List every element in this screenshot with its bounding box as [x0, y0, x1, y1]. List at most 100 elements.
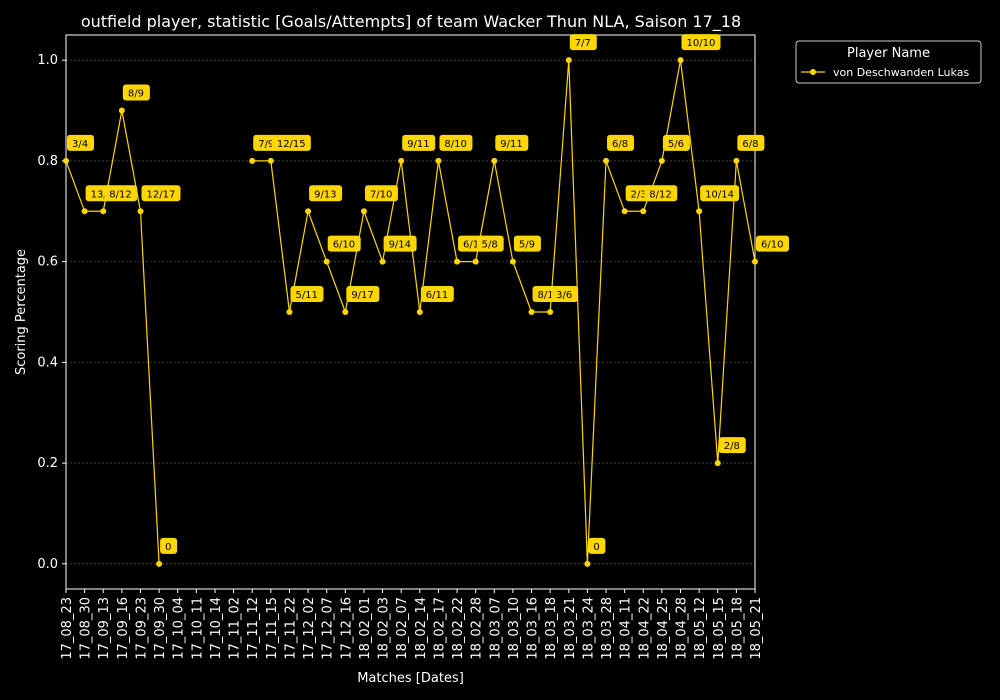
series-line [65, 110, 160, 564]
data-label-box [700, 185, 740, 202]
data-label-text: 9/14 [389, 240, 411, 251]
data-label-box [513, 235, 541, 252]
data-point [286, 309, 293, 315]
data-label-text: 3/4 [72, 139, 88, 150]
y-tick-label: 0.8 [37, 154, 58, 169]
data-label: 12/17 [141, 185, 181, 202]
data-label-box [569, 34, 597, 51]
data-point [156, 560, 163, 567]
data-point [733, 157, 740, 164]
data-point [63, 157, 69, 164]
x-tick-label: 18_02_14 [414, 597, 429, 660]
data-point [137, 208, 144, 215]
x-tick-label: 17_09_13 [97, 597, 112, 660]
x-tick-label: 18_05_15 [712, 597, 727, 660]
data-label-text: 2/3 [631, 189, 647, 200]
data-label-text: 9/11 [407, 139, 429, 150]
x-tick-label: 17_12_02 [302, 597, 317, 660]
data-point [640, 208, 647, 215]
data-label-text: 8/12 [649, 189, 671, 200]
x-tick-label: 17_11_12 [246, 597, 261, 660]
data-label-text: 8/9 [128, 89, 144, 100]
data-label: 8/9 [122, 84, 150, 101]
x-tick-label: 18_03_24 [581, 597, 596, 660]
y-tick-label: 1.0 [37, 53, 58, 68]
legend-marker [810, 69, 816, 75]
data-label: 0 [588, 537, 606, 554]
data-label-text: 8/10 [444, 139, 466, 150]
x-tick-label: 17_12_07 [321, 597, 336, 660]
data-point [584, 560, 591, 567]
data-label-text: 10/10 [687, 38, 716, 49]
data-point [714, 460, 721, 467]
y-axis: 0.0 0.2 0.4 0.6 0.8 1.0 [37, 53, 66, 572]
data-label: 9/17 [346, 286, 380, 302]
data-label-text: 7/9 [258, 139, 274, 150]
data-label: 9/11 [402, 134, 436, 151]
data-label-box [662, 134, 690, 151]
x-tick-label: 17_08_23 [60, 597, 75, 660]
data-label: 5/11 [290, 286, 324, 302]
data-point [379, 258, 386, 265]
data-label-text: 5/6 [668, 139, 684, 150]
x-tick-label: 18_04_22 [637, 597, 652, 660]
data-label: 3/6 [551, 286, 579, 302]
data-label-text: 5/9 [519, 240, 535, 251]
data-label-box [67, 134, 94, 151]
legend: Player Name von Deschwanden Lukas [795, 40, 982, 84]
data-label-text: 3/6 [556, 290, 572, 301]
data-label-text: 6/10 [761, 240, 783, 251]
data-label: 6/10 [327, 235, 361, 252]
chart-title: outfield player, statistic [Goals/Attemp… [81, 12, 741, 32]
legend-entry: von Deschwanden Lukas [833, 66, 969, 79]
data-label-text: 0 [593, 542, 599, 553]
x-tick-label: 17_11_15 [265, 597, 280, 660]
data-label: 7/7 [569, 34, 597, 51]
data-label-box [718, 437, 746, 454]
x-tick-label: 17_10_14 [209, 597, 224, 660]
x-tick-label: 18_02_03 [377, 597, 392, 660]
data-label-box [644, 185, 678, 202]
y-tick-label: 0.2 [37, 456, 58, 471]
x-axis: 17_08_23 17_08_30 17_09_13 17_09_16 17_09_23… [60, 589, 764, 660]
data-label-box [402, 134, 436, 151]
data-point [528, 309, 535, 315]
x-tick-label: 17_11_02 [228, 597, 243, 660]
data-label: 5/6 [662, 134, 690, 151]
data-label: 6/8 [607, 134, 635, 151]
data-label-box [309, 185, 343, 202]
data-point [509, 258, 516, 265]
y-tick-label: 0.4 [37, 355, 58, 370]
data-label-text: 7/10 [370, 189, 392, 200]
data-point [491, 157, 498, 164]
x-tick-label: 18_05_18 [730, 597, 745, 660]
plot-frame [65, 34, 756, 590]
data-point [565, 57, 572, 64]
data-label: 8/12 [104, 185, 138, 202]
x-tick-label: 17_09_16 [116, 597, 131, 660]
data-label-text: 6/8 [612, 139, 628, 150]
data-label: 5/8 [476, 235, 504, 252]
data-point [696, 208, 703, 215]
data-point [398, 157, 405, 164]
data-label-box [607, 134, 635, 151]
data-label: 2/8 [718, 437, 746, 454]
data-label: 7/10 [364, 185, 398, 202]
x-tick-label: 18_03_18 [544, 597, 559, 660]
data-label-box [588, 537, 606, 554]
x-tick-label: 18_03_16 [526, 597, 541, 660]
x-tick-label: 18_02_28 [470, 597, 485, 660]
x-tick-label: 17_08_30 [79, 597, 94, 660]
data-label: 9/14 [383, 235, 417, 252]
data-point [249, 157, 256, 164]
data-label-text: 9/13 [314, 189, 336, 200]
data-label-text: 6/8 [742, 139, 758, 150]
data-point [472, 258, 479, 265]
data-point [342, 309, 349, 315]
data-label-box [383, 235, 417, 252]
data-label-text: 12/15 [277, 139, 306, 150]
x-tick-label: 18_02_17 [432, 597, 447, 660]
